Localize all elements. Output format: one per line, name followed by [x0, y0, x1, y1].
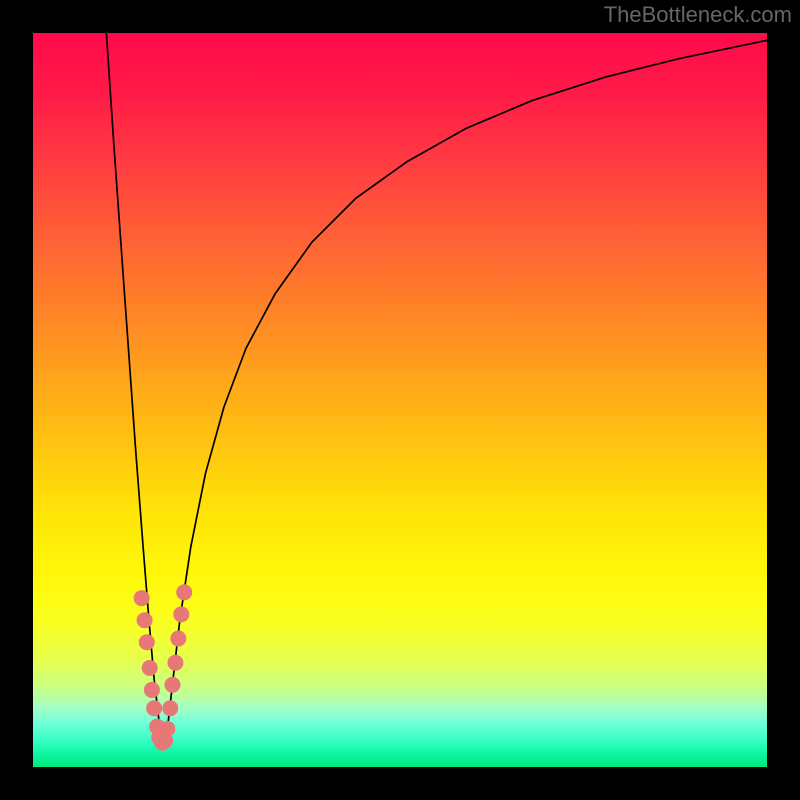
data-marker: [159, 721, 175, 737]
chart-container: TheBottleneck.com: [0, 0, 800, 800]
chart-svg: [0, 0, 800, 800]
data-marker: [164, 677, 180, 693]
data-marker: [162, 700, 178, 716]
data-marker: [170, 631, 186, 647]
data-marker: [144, 682, 160, 698]
plot-background: [33, 33, 767, 767]
data-marker: [167, 655, 183, 671]
data-marker: [142, 660, 158, 676]
data-marker: [137, 612, 153, 628]
data-marker: [173, 606, 189, 622]
data-marker: [146, 700, 162, 716]
watermark-text: TheBottleneck.com: [604, 2, 792, 28]
data-marker: [134, 590, 150, 606]
data-marker: [176, 584, 192, 600]
data-marker: [139, 634, 155, 650]
